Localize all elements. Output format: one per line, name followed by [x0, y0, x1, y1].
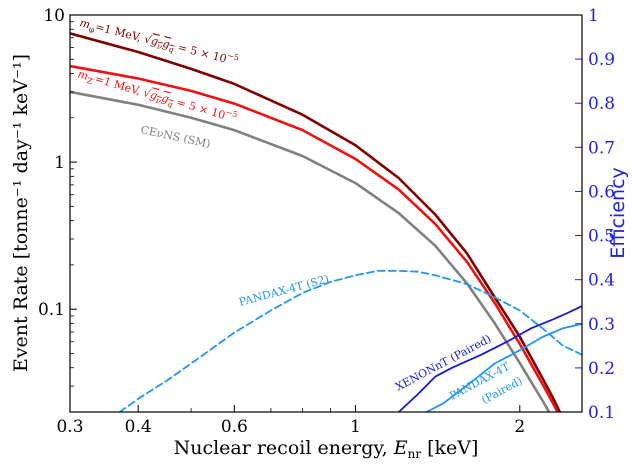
y-tick-label-0: 10	[43, 6, 65, 26]
y2-tick-label-9: 0.1	[588, 403, 615, 423]
ticks-layer: 0.3 0.4 0.6 1 2 10 1 0.1 1 0.9 0.8 0.7 0.6 0.5 0.4 0.3 0…	[38, 6, 615, 437]
y2-tick-label-1: 0.9	[588, 50, 615, 70]
series-layer	[70, 32, 582, 412]
y2-tick-label-3: 0.7	[588, 138, 615, 158]
y2-tick-label-6: 0.4	[588, 271, 615, 291]
y2-axis-title: Efficiency	[607, 167, 629, 259]
y-tick-label-2: 0.1	[38, 300, 65, 320]
series-line-2	[70, 90, 551, 412]
x-axis-title: Nuclear recoil energy, Enr [keV]	[174, 437, 479, 461]
y2-tick-label-4: 0.6	[588, 182, 615, 202]
y2-tick-label-2: 0.8	[588, 94, 615, 114]
y2-tick-label-5: 0.5	[588, 227, 615, 247]
y2-tick-label-8: 0.2	[588, 359, 615, 379]
x-tick-label-0: 0.3	[56, 417, 83, 437]
annotation-pandax-s2: PANDAX-4T (S2)	[237, 272, 330, 309]
series-line-4	[397, 305, 582, 412]
x-tick-label-4: 2	[514, 417, 525, 437]
annotation-cevns: CEνNS (SM)	[139, 123, 211, 151]
y-tick-label-1: 1	[54, 153, 65, 173]
y-axis-title: Event Rate [tonne⁻¹ day⁻¹ keV⁻¹]	[10, 54, 32, 372]
series-line-3	[118, 269, 582, 412]
plot-frame	[69, 14, 583, 413]
x-tick-label-2: 0.6	[221, 417, 248, 437]
y2-tick-label-0: 1	[588, 6, 599, 26]
series-line-1	[70, 64, 560, 412]
y2-tick-label-7: 0.3	[588, 315, 615, 335]
x-tick-label-3: 1	[350, 417, 361, 437]
series-line-0	[70, 32, 562, 412]
series-line-5	[425, 322, 582, 412]
x-tick-label-1: 0.4	[125, 417, 152, 437]
